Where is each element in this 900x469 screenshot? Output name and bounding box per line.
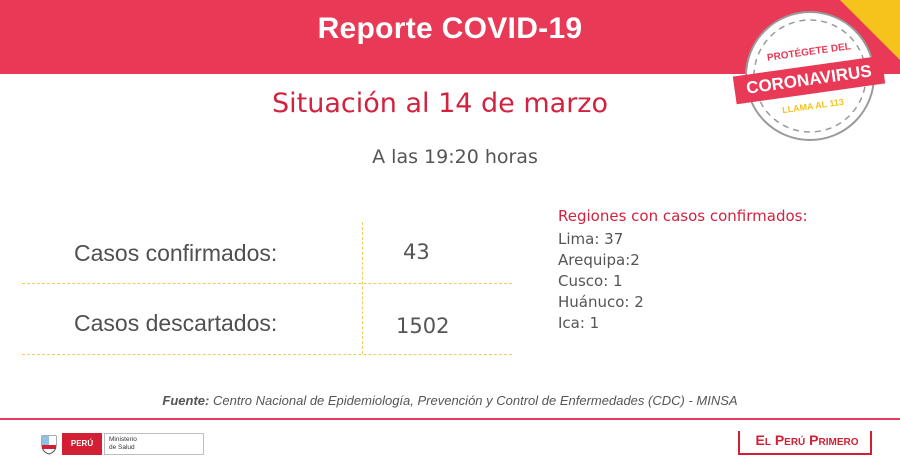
- discarded-label: Casos descartados:: [74, 310, 278, 336]
- ministry-label: Ministerio de Salud: [104, 433, 204, 455]
- region-item: Arequipa:2: [558, 251, 640, 269]
- source-note: Fuente: Centro Nacional de Epidemiología…: [0, 393, 900, 408]
- peru-shield-icon: [41, 435, 57, 455]
- brand-text: El Perú Primero: [755, 432, 859, 448]
- regions-list: Lima: 37 Arequipa:2 Cusco: 1 Huánuco: 2 …: [558, 229, 644, 334]
- source-text: Centro Nacional de Epidemiología, Preven…: [209, 393, 738, 408]
- confirmed-value: 43: [403, 240, 430, 264]
- brand-logo: El Perú Primero: [738, 431, 872, 455]
- coronavirus-badge: PROTÉGETE DEL CORONAVIRUS LLAMA AL 113: [730, 6, 886, 146]
- region-item: Lima: 37: [558, 230, 624, 248]
- region-item: Cusco: 1: [558, 272, 623, 290]
- ministry-line1: Ministerio: [109, 436, 137, 443]
- page-title: Reporte COVID-19: [317, 12, 583, 45]
- ministry-line2: de Salud: [109, 444, 135, 451]
- regions-title: Regiones con casos confirmados:: [558, 207, 808, 225]
- peru-label: PERÚ: [62, 433, 102, 455]
- table-divider-vertical: [362, 222, 363, 354]
- report-date: Situación al 14 de marzo: [272, 88, 608, 119]
- footer-divider: [0, 418, 900, 420]
- discarded-value: 1502: [396, 314, 450, 338]
- report-time: A las 19:20 horas: [372, 146, 538, 168]
- source-prefix: Fuente:: [162, 393, 210, 408]
- table-divider-row1: [22, 283, 512, 284]
- region-item: Huánuco: 2: [558, 293, 644, 311]
- confirmed-label: Casos confirmados:: [74, 240, 278, 266]
- region-item: Ica: 1: [558, 314, 600, 332]
- table-divider-row2: [22, 354, 512, 355]
